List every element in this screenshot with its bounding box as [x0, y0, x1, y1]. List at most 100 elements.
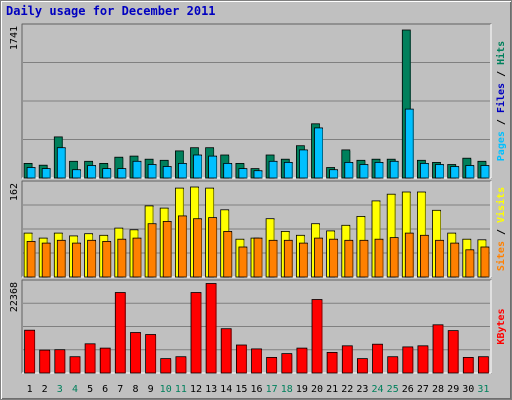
bar-files-31	[480, 165, 490, 179]
x-tick-label-15: 15	[235, 384, 247, 395]
legend-kbytes: KBytes	[496, 308, 507, 344]
legend-item-visits: Visits	[495, 187, 507, 223]
x-tick-label-31: 31	[477, 384, 489, 395]
bar-kbytes-28	[432, 324, 444, 374]
x-tick-label-8: 8	[132, 384, 138, 395]
bar-sites-18	[283, 239, 293, 278]
x-tick-label-23: 23	[356, 384, 368, 395]
bar-files-26	[404, 108, 414, 179]
bar-sites-8	[132, 237, 142, 278]
bar-kbytes-17	[266, 356, 278, 374]
bar-files-3	[56, 147, 66, 179]
bar-sites-6	[102, 240, 112, 278]
x-tick-label-24: 24	[371, 384, 383, 395]
x-tick-label-7: 7	[117, 384, 123, 395]
y-axis-max-label: 22368	[9, 282, 20, 312]
bar-kbytes-20	[311, 299, 323, 374]
bar-kbytes-5	[84, 343, 96, 374]
bar-kbytes-3	[54, 349, 66, 374]
x-tick-label-5: 5	[87, 384, 93, 395]
bar-sites-20	[314, 237, 323, 278]
x-tick-label-25: 25	[387, 384, 399, 395]
x-tick-label-6: 6	[102, 384, 108, 395]
bar-kbytes-14	[220, 328, 232, 374]
x-tick-label-14: 14	[220, 384, 232, 395]
legend-item-sites: Sites	[495, 241, 507, 271]
x-tick-label-9: 9	[148, 384, 154, 395]
y-axis-max-label: 1741	[9, 26, 20, 50]
bar-files-9	[147, 164, 157, 179]
bar-kbytes-7	[114, 292, 126, 374]
bar-kbytes-18	[281, 353, 293, 374]
bar-files-28	[435, 164, 444, 179]
x-tick-label-19: 19	[296, 384, 308, 395]
bar-sites-7	[117, 238, 127, 278]
bar-sites-23	[359, 239, 369, 278]
legend-separator: /	[496, 65, 507, 83]
bar-files-15	[238, 168, 248, 179]
x-tick-label-17: 17	[266, 384, 278, 395]
legend-separator: /	[496, 223, 507, 241]
legend-separator: /	[496, 113, 507, 131]
legend-item-files: Files	[495, 83, 507, 113]
x-tick-label-29: 29	[447, 384, 459, 395]
bar-sites-10	[162, 220, 172, 278]
bar-files-5	[87, 165, 96, 179]
x-tick-label-16: 16	[250, 384, 262, 395]
bar-kbytes-22	[341, 345, 353, 374]
bar-kbytes-24	[372, 343, 383, 374]
bar-files-22	[344, 161, 354, 179]
bar-sites-24	[374, 238, 384, 278]
bar-sites-5	[87, 239, 96, 278]
x-tick-label-4: 4	[72, 384, 78, 395]
bar-files-20	[314, 127, 323, 179]
bar-sites-30	[465, 249, 475, 278]
bar-sites-21	[329, 238, 339, 278]
bar-sites-4	[72, 242, 81, 278]
bar-sites-22	[344, 239, 354, 278]
bar-sites-29	[450, 242, 460, 278]
x-tick-label-28: 28	[432, 384, 444, 395]
bar-files-23	[359, 164, 369, 179]
bar-files-8	[132, 160, 142, 179]
x-tick-label-3: 3	[57, 384, 63, 395]
x-tick-label-30: 30	[462, 384, 474, 395]
bar-kbytes-4	[69, 356, 81, 374]
bar-sites-25	[389, 237, 399, 278]
bar-kbytes-31	[477, 356, 489, 374]
bar-files-29	[450, 166, 460, 179]
x-tick-label-20: 20	[311, 384, 323, 395]
y-axis-max-label: 162	[9, 183, 20, 201]
bar-sites-2	[41, 242, 51, 278]
chart-title: Daily usage for December 2011	[6, 4, 216, 18]
bar-sites-3	[56, 239, 66, 278]
x-tick-label-21: 21	[326, 384, 338, 395]
bar-kbytes-21	[326, 351, 338, 374]
bar-sites-9	[147, 223, 157, 278]
bar-kbytes-27	[417, 345, 429, 374]
bar-kbytes-19	[296, 347, 308, 374]
bar-files-4	[72, 169, 81, 179]
bar-files-14	[223, 162, 233, 179]
bar-kbytes-15	[235, 344, 247, 374]
bar-files-10	[162, 166, 172, 179]
x-tick-label-13: 13	[205, 384, 217, 395]
bar-files-25	[389, 160, 399, 179]
bar-sites-26	[404, 232, 414, 278]
x-tick-label-18: 18	[281, 384, 293, 395]
legend-item-pages: Pages	[496, 131, 507, 161]
bar-files-1	[26, 167, 36, 179]
bar-sites-12	[193, 218, 202, 278]
bar-kbytes-11	[175, 356, 187, 374]
bar-files-6	[102, 168, 112, 179]
bar-sites-19	[298, 242, 308, 278]
x-tick-label-10: 10	[160, 384, 172, 395]
bar-kbytes-2	[39, 349, 51, 374]
bar-kbytes-29	[447, 330, 459, 374]
bar-files-11	[177, 162, 187, 179]
bar-kbytes-25	[387, 356, 399, 374]
bar-kbytes-26	[402, 346, 414, 374]
bar-files-17	[268, 160, 278, 179]
x-tick-label-1: 1	[27, 384, 33, 395]
